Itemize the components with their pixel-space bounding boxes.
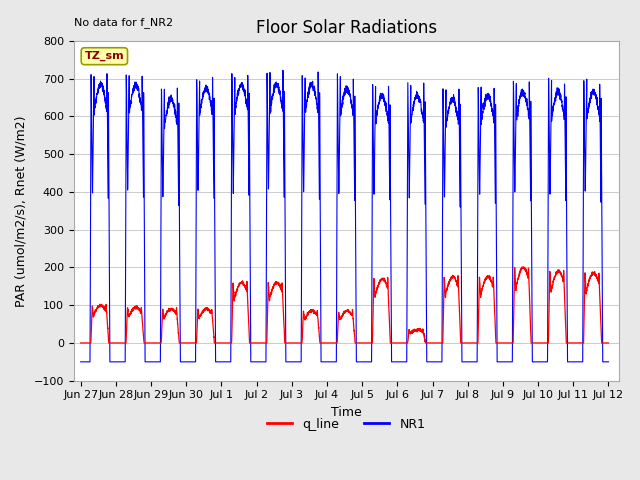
NR1 xyxy=(434,359,442,365)
q_line xyxy=(604,340,612,346)
Legend: q_line, NR1: q_line, NR1 xyxy=(262,413,430,436)
q_line xyxy=(324,340,332,346)
Text: No data for f_NR2: No data for f_NR2 xyxy=(74,17,173,28)
Line: NR1: NR1 xyxy=(81,70,609,362)
Text: TZ_sm: TZ_sm xyxy=(84,51,124,61)
NR1 xyxy=(172,113,179,119)
Line: q_line: q_line xyxy=(81,267,609,343)
NR1 xyxy=(605,359,612,365)
NR1 xyxy=(325,359,333,365)
NR1 xyxy=(493,295,500,301)
q_line xyxy=(172,311,179,316)
q_line xyxy=(433,340,441,346)
X-axis label: Time: Time xyxy=(331,406,362,419)
q_line xyxy=(605,340,612,346)
NR1 xyxy=(77,359,84,365)
Title: Floor Solar Radiations: Floor Solar Radiations xyxy=(256,19,437,36)
NR1 xyxy=(463,359,470,365)
q_line xyxy=(463,340,470,346)
q_line xyxy=(493,340,500,346)
NR1 xyxy=(279,67,287,73)
q_line xyxy=(519,264,527,270)
q_line xyxy=(77,340,84,346)
Y-axis label: PAR (umol/m2/s), Rnet (W/m2): PAR (umol/m2/s), Rnet (W/m2) xyxy=(15,115,28,307)
NR1 xyxy=(604,359,612,365)
